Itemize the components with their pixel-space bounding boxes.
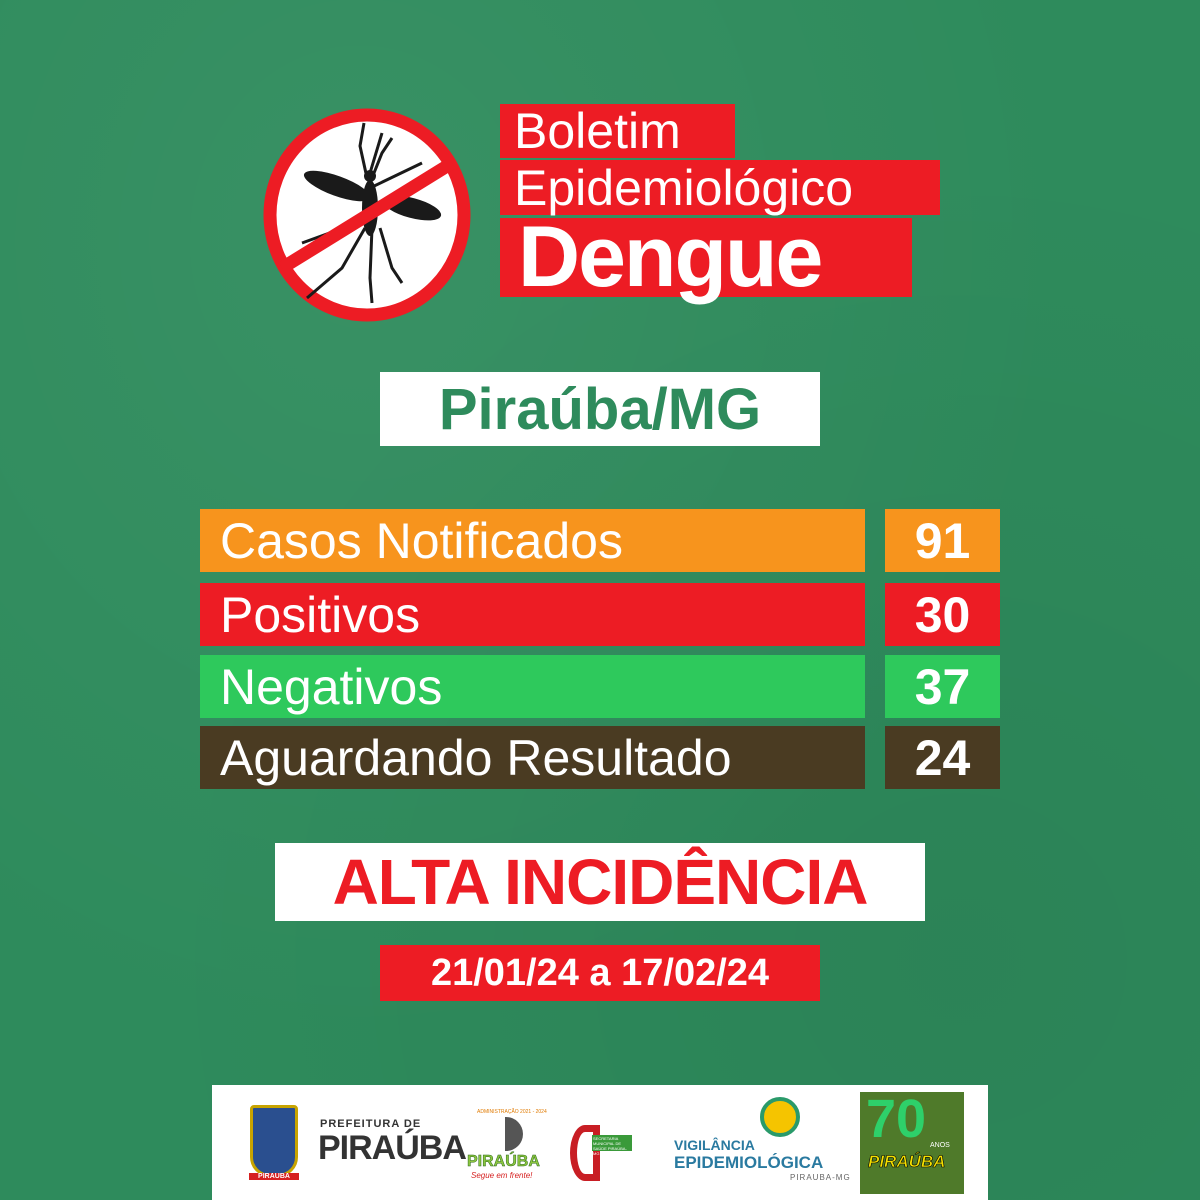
anniv-number: 70 — [866, 1092, 927, 1149]
vigilancia-icon — [760, 1097, 800, 1137]
period-label: 21/01/24 a 17/02/24 — [380, 945, 820, 1001]
vigilancia-line2: EPIDEMIOLÓGICA — [674, 1153, 824, 1172]
stat-row-notificados: Casos Notificados 91 — [200, 509, 1000, 572]
stat-value: 37 — [885, 655, 1000, 718]
title-boletim: Boletim — [500, 103, 735, 159]
admin-name: PIRAÚBA — [467, 1153, 540, 1171]
stat-value: 24 — [885, 726, 1000, 789]
stat-row-negativos: Negativos 37 — [200, 655, 1000, 718]
vigilancia-line3: PIRAUBA-MG — [790, 1173, 851, 1182]
title-dengue: Dengue — [500, 209, 912, 305]
prefeitura-big: PIRAÚBA — [318, 1129, 467, 1167]
stat-label: Casos Notificados — [200, 509, 865, 572]
stat-label: Aguardando Resultado — [200, 726, 865, 789]
road-icon — [505, 1117, 523, 1151]
anniversary-logo: 70 ANOS PIRAÚBA — [860, 1092, 964, 1194]
secretaria-saude-logo: SECRETARIA MUNICIPAL DE SAÚDE PIRAÚBA-MG — [570, 1111, 632, 1181]
stat-label: Positivos — [200, 583, 865, 646]
prefeitura-small: PREFEITURA DE — [320, 1118, 422, 1130]
admin-slogan-top: ADMINISTRAÇÃO 2021 - 2024 — [477, 1109, 547, 1115]
no-mosquito-icon — [263, 108, 471, 322]
location-label: Piraúba/MG — [380, 372, 820, 446]
anniv-anos: ANOS — [930, 1142, 950, 1149]
title-epidemiologico: Epidemiológico — [500, 160, 940, 216]
secretaria-label: SECRETARIA MUNICIPAL DE SAÚDE PIRAÚBA-MG — [592, 1135, 632, 1156]
stat-row-positivos: Positivos 30 — [200, 583, 1000, 646]
admin-slogan: Segue em frente! — [471, 1171, 533, 1180]
anniv-name: PIRAÚBA — [868, 1152, 946, 1172]
alert-banner: ALTA INCIDÊNCIA — [275, 843, 925, 921]
crest-logo: PIRAUBA — [249, 1105, 299, 1180]
stat-value: 30 — [885, 583, 1000, 646]
stat-row-aguardando: Aguardando Resultado 24 — [200, 726, 1000, 789]
footer-logos: PIRAUBA PREFEITURA DE PIRAÚBA ADMINISTRA… — [212, 1085, 988, 1200]
vigilancia-line1: VIGILÂNCIA — [674, 1137, 755, 1153]
admin-logo: ADMINISTRAÇÃO 2021 - 2024 PIRAÚBA Segue … — [467, 1109, 552, 1180]
stat-value: 91 — [885, 509, 1000, 572]
stat-label: Negativos — [200, 655, 865, 718]
crest-label: PIRAUBA — [249, 1173, 299, 1180]
